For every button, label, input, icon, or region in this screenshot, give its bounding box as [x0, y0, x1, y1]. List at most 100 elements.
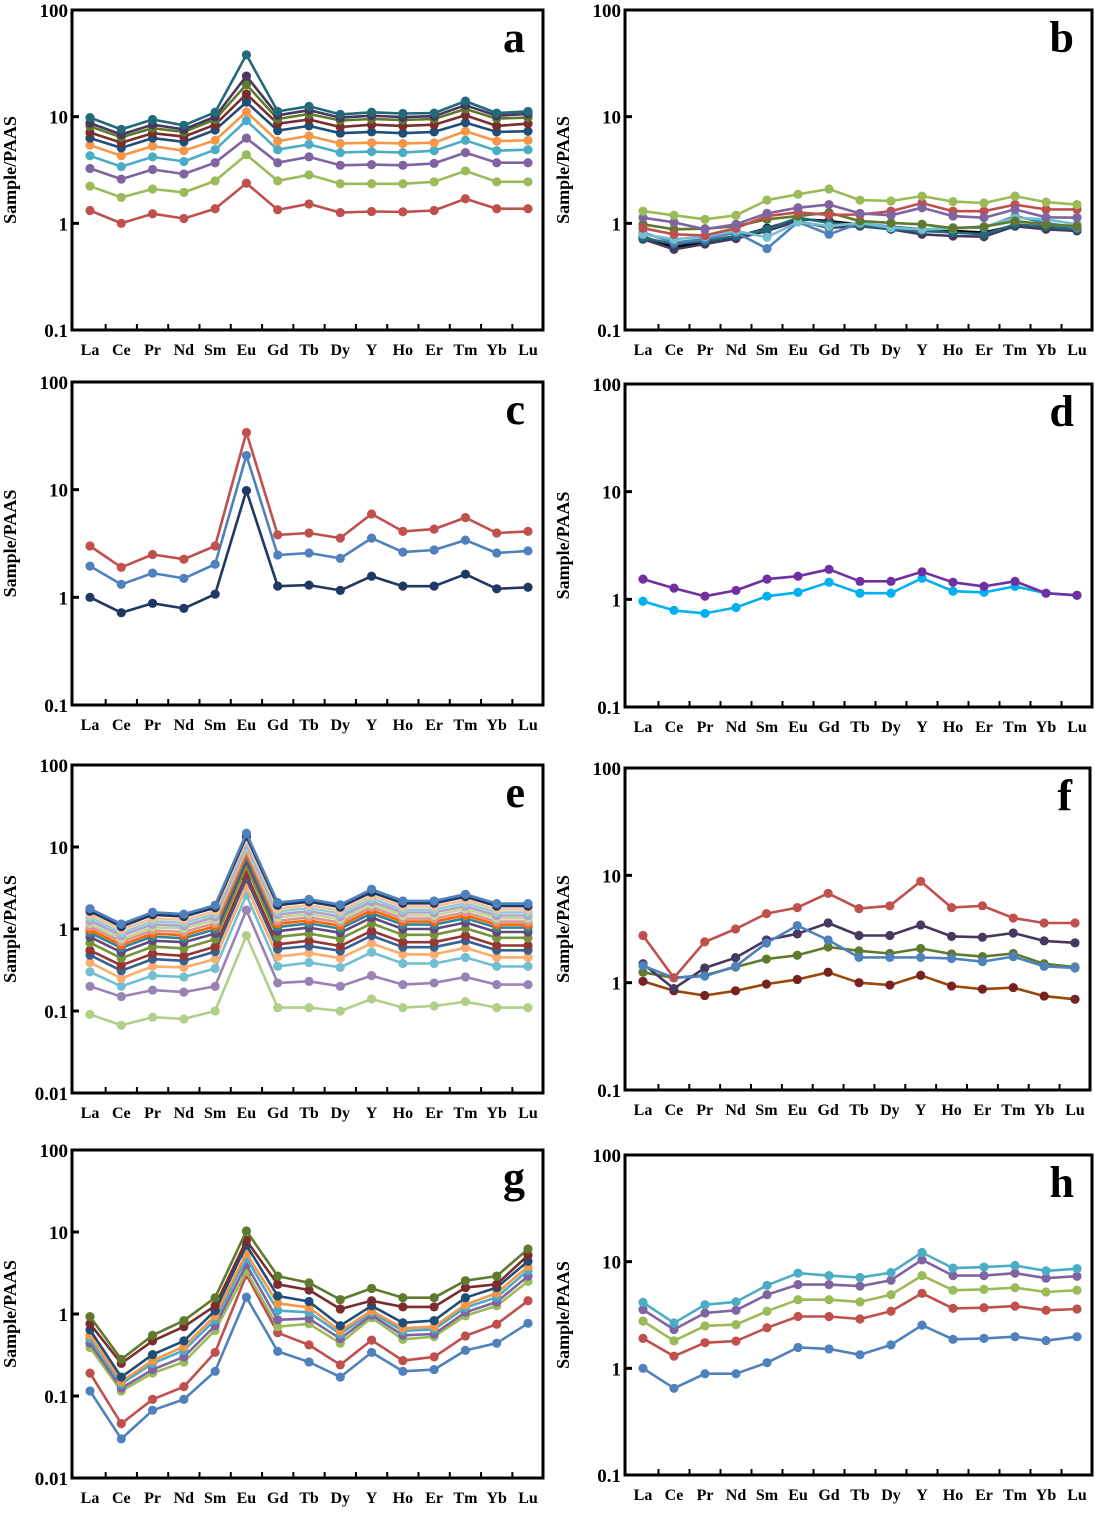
data-point [948, 586, 958, 596]
data-point [1070, 918, 1080, 928]
series-e-0 [85, 931, 533, 1030]
x-tick-label: Er [425, 717, 443, 734]
x-tick-label: Eu [788, 1487, 808, 1504]
data-point [335, 962, 345, 973]
series-b-8 [638, 184, 1082, 224]
data-point [335, 533, 345, 543]
data-point [762, 1358, 772, 1368]
data-point [460, 569, 471, 579]
data-point [1041, 219, 1051, 229]
data-point [116, 579, 126, 589]
data-point [210, 145, 220, 155]
x-tick-label: Lu [1067, 719, 1087, 736]
data-point [273, 939, 283, 949]
series-c-1 [85, 450, 533, 589]
data-point [210, 541, 220, 551]
data-point [147, 1394, 158, 1404]
x-tick-label: Ce [112, 1490, 131, 1507]
data-point [824, 1279, 834, 1290]
data-point [669, 1383, 679, 1393]
data-point [669, 229, 679, 239]
data-point [304, 580, 314, 590]
x-tick-label: Gd [267, 717, 288, 734]
x-tick-label: Gd [267, 342, 288, 359]
data-point [366, 571, 377, 581]
data-point [977, 957, 988, 967]
data-point [429, 1001, 439, 1011]
y-tick-label: 1 [612, 590, 622, 611]
data-point [1041, 1273, 1051, 1283]
x-tick-label: Ho [393, 1490, 413, 1507]
x-tick-label: Yb [1036, 719, 1057, 736]
data-point [304, 957, 314, 968]
x-tick-label: Sm [756, 1487, 779, 1504]
data-point [460, 126, 471, 136]
data-point [273, 1003, 283, 1013]
data-point [700, 937, 710, 947]
data-point [398, 1366, 408, 1376]
data-point [824, 1271, 834, 1281]
data-point [855, 1297, 865, 1307]
data-point [823, 918, 833, 928]
plot-frame [70, 8, 545, 332]
data-point [855, 1314, 865, 1324]
x-tick-label: La [81, 717, 100, 734]
data-point [460, 194, 471, 204]
x-tick-label: Er [425, 342, 443, 359]
data-point [304, 170, 314, 180]
y-tick-label: 10 [602, 483, 621, 504]
data-point [210, 589, 220, 599]
x-tick-label: Yb [486, 1490, 507, 1507]
data-point [492, 528, 502, 538]
data-point [731, 1320, 741, 1330]
data-point [979, 229, 989, 239]
data-point [210, 900, 220, 910]
data-point [241, 486, 252, 496]
data-point [793, 1268, 803, 1278]
panel-b: 100 10 1 0.1 La Ce Pr Nd Sm Eu Gd Tb Dy Y Ho Er Tm Yb Lu Sa… [553, 1, 1094, 359]
panel-letter: h [1050, 1158, 1074, 1207]
data-point [179, 951, 189, 961]
data-point [147, 1349, 158, 1360]
data-point [460, 1331, 471, 1341]
y-tick-label: 0.1 [597, 321, 621, 342]
x-tick-label: Eu [787, 1102, 807, 1119]
data-point [398, 138, 408, 149]
panel-f: 100 10 1 0.1 La Ce Pr Nd Sm Eu Gd Tb Dy Y Ho Er Tm Yb Lu Sa… [553, 759, 1092, 1119]
data-point [179, 909, 189, 919]
data-point [700, 971, 710, 981]
y-tick-label: 0.1 [597, 1466, 621, 1487]
data-point [241, 71, 252, 81]
data-point [793, 189, 803, 199]
data-point [273, 1298, 283, 1308]
panel-letter: f [1057, 771, 1073, 820]
data-point [762, 208, 772, 218]
data-point [460, 889, 471, 899]
data-point [1010, 1268, 1020, 1278]
y-tick-label: 100 [40, 1141, 69, 1162]
x-tick-label: Sm [204, 342, 227, 359]
data-point [304, 101, 314, 111]
data-point [210, 942, 220, 952]
data-point [147, 971, 158, 981]
x-tick-label: Dy [881, 719, 901, 736]
data-point [304, 1357, 314, 1367]
y-tick-label: 10 [602, 866, 621, 887]
data-point [886, 1267, 896, 1278]
x-tick-label: Pr [697, 719, 714, 736]
x-tick-label: Y [916, 1487, 928, 1504]
data-point [916, 920, 926, 930]
data-point [179, 169, 189, 179]
x-tick-label: Er [974, 1102, 992, 1119]
data-point [85, 113, 95, 123]
data-point [429, 1364, 439, 1375]
x-tick-label: Tm [1003, 719, 1028, 736]
data-point [492, 1338, 502, 1348]
x-tick-label: Ce [112, 1105, 131, 1122]
data-point [1041, 1287, 1051, 1297]
x-tick-label: Ho [943, 342, 963, 359]
data-point [335, 1372, 345, 1382]
panel-a: 100 10 1 0.1 La Ce Pr Nd Sm Eu Gd Tb Dy Y Ho Er Tm Yb Lu Sa… [0, 1, 545, 359]
data-point [147, 1330, 158, 1340]
y-tick-label: 1 [59, 214, 69, 235]
